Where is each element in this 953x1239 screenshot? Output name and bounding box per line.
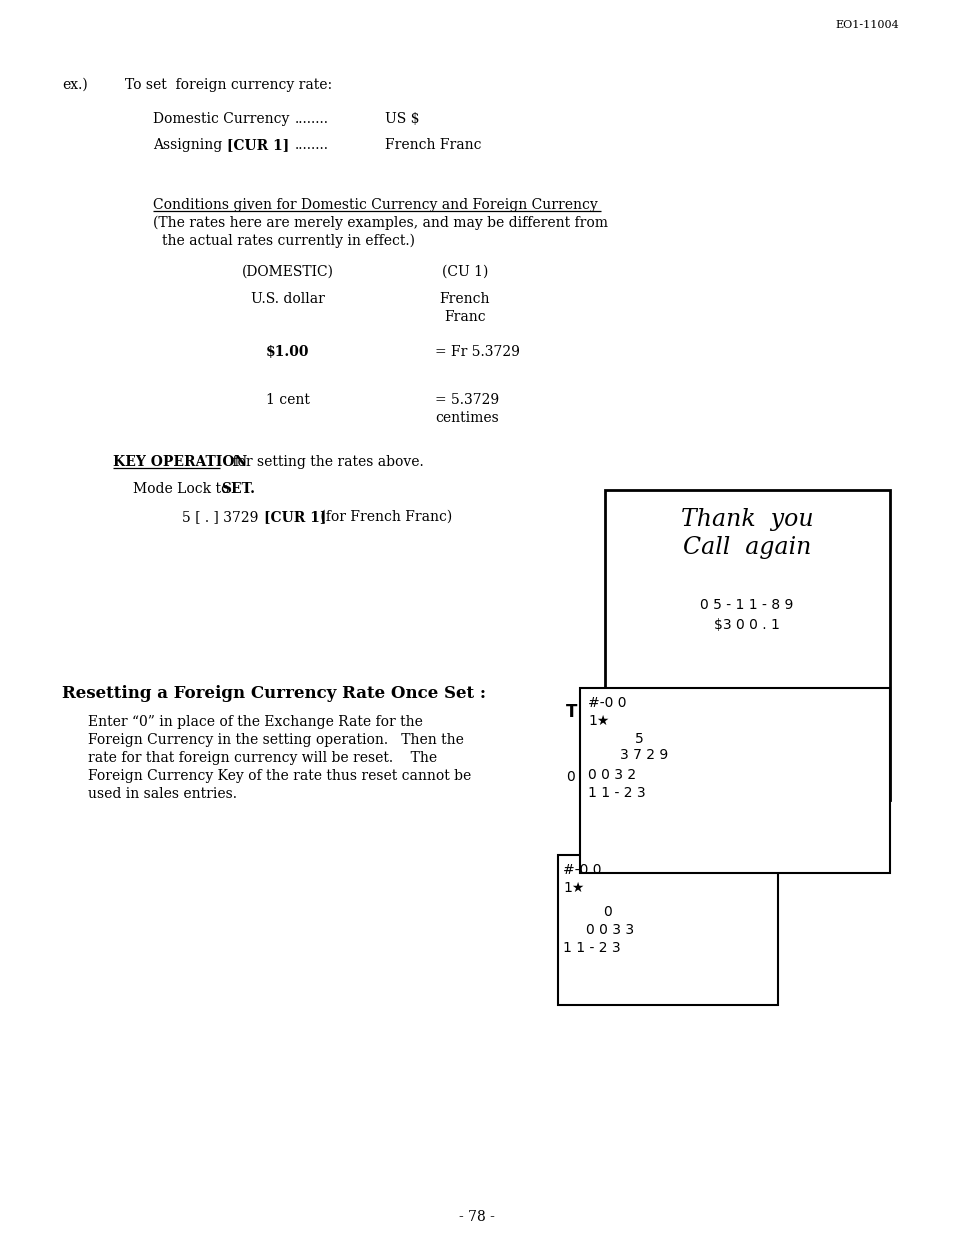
Text: 0: 0 (602, 904, 611, 919)
Text: 1 1 - 2 3: 1 1 - 2 3 (562, 940, 620, 955)
Text: for setting the rates above.: for setting the rates above. (228, 455, 423, 470)
Text: KEY OPERATION: KEY OPERATION (112, 455, 247, 470)
Text: French Franc: French Franc (385, 138, 481, 152)
Text: rate for that foreign currency will be reset.    The: rate for that foreign currency will be r… (88, 751, 436, 764)
Text: Foreign Currency Key of the rate thus reset cannot be: Foreign Currency Key of the rate thus re… (88, 769, 471, 783)
Text: centimes: centimes (435, 411, 498, 425)
Text: 0 0 3 2: 0 0 3 2 (587, 768, 636, 782)
Text: T: T (565, 703, 577, 721)
Text: 1★: 1★ (562, 881, 584, 895)
Text: [CUR 1]: [CUR 1] (264, 510, 326, 524)
Text: $3 0 0 . 1: $3 0 0 . 1 (713, 618, 780, 632)
Text: #-0 0: #-0 0 (587, 696, 626, 710)
Text: 1 1 - 2 3: 1 1 - 2 3 (587, 786, 645, 800)
Text: $1.00: $1.00 (266, 344, 310, 359)
Text: 0 5 - 1 1 - 8 9: 0 5 - 1 1 - 8 9 (700, 598, 793, 612)
Text: 5 [ . ] 3729: 5 [ . ] 3729 (182, 510, 262, 524)
Text: ex.): ex.) (62, 78, 88, 92)
Text: the actual rates currently in effect.): the actual rates currently in effect.) (162, 234, 415, 248)
Text: U.S. dollar: U.S. dollar (251, 292, 325, 306)
Text: 1★: 1★ (587, 714, 609, 729)
Bar (558, 855, 778, 1005)
Bar (579, 688, 889, 873)
Text: used in sales entries.: used in sales entries. (88, 787, 236, 800)
Text: 3 7 2 9: 3 7 2 9 (619, 748, 667, 762)
Text: [CUR 1]: [CUR 1] (222, 138, 289, 152)
Text: 5: 5 (635, 732, 643, 746)
Text: #-0 0: #-0 0 (562, 864, 601, 877)
Text: Franc: Franc (444, 310, 485, 325)
Text: To set  foreign currency rate:: To set foreign currency rate: (125, 78, 332, 92)
Text: Foreign Currency in the setting operation.   Then the: Foreign Currency in the setting operatio… (88, 733, 463, 747)
Text: Assigning: Assigning (152, 138, 222, 152)
Text: Mode Lock to: Mode Lock to (132, 482, 233, 496)
Text: SET.: SET. (221, 482, 254, 496)
Text: Resetting a Foreign Currency Rate Once Set :: Resetting a Foreign Currency Rate Once S… (62, 685, 485, 703)
Text: French: French (439, 292, 490, 306)
Text: (DOMESTIC): (DOMESTIC) (242, 265, 334, 279)
Text: - 78 -: - 78 - (458, 1211, 495, 1224)
Text: = Fr 5.3729: = Fr 5.3729 (435, 344, 519, 359)
Text: Thank  you: Thank you (680, 508, 813, 532)
Text: (CU 1): (CU 1) (441, 265, 488, 279)
Text: US $: US $ (385, 112, 419, 126)
Text: (The rates here are merely examples, and may be different from: (The rates here are merely examples, and… (152, 216, 607, 230)
Text: Conditions given for Domestic Currency and Foreign Currency: Conditions given for Domestic Currency a… (152, 198, 598, 212)
Text: ........: ........ (294, 112, 329, 126)
Text: ........: ........ (294, 138, 329, 152)
Text: Domestic Currency: Domestic Currency (152, 112, 289, 126)
Text: = 5.3729: = 5.3729 (435, 393, 498, 406)
Text: EO1-11004: EO1-11004 (834, 20, 898, 30)
Text: 0 0 3 3: 0 0 3 3 (585, 923, 634, 937)
Text: 0: 0 (565, 769, 574, 784)
Text: 1 cent: 1 cent (266, 393, 310, 406)
Bar (604, 489, 889, 800)
Text: Enter “0” in place of the Exchange Rate for the: Enter “0” in place of the Exchange Rate … (88, 715, 422, 729)
Text: Call  again: Call again (682, 536, 810, 559)
Text: (for French Franc): (for French Franc) (315, 510, 452, 524)
